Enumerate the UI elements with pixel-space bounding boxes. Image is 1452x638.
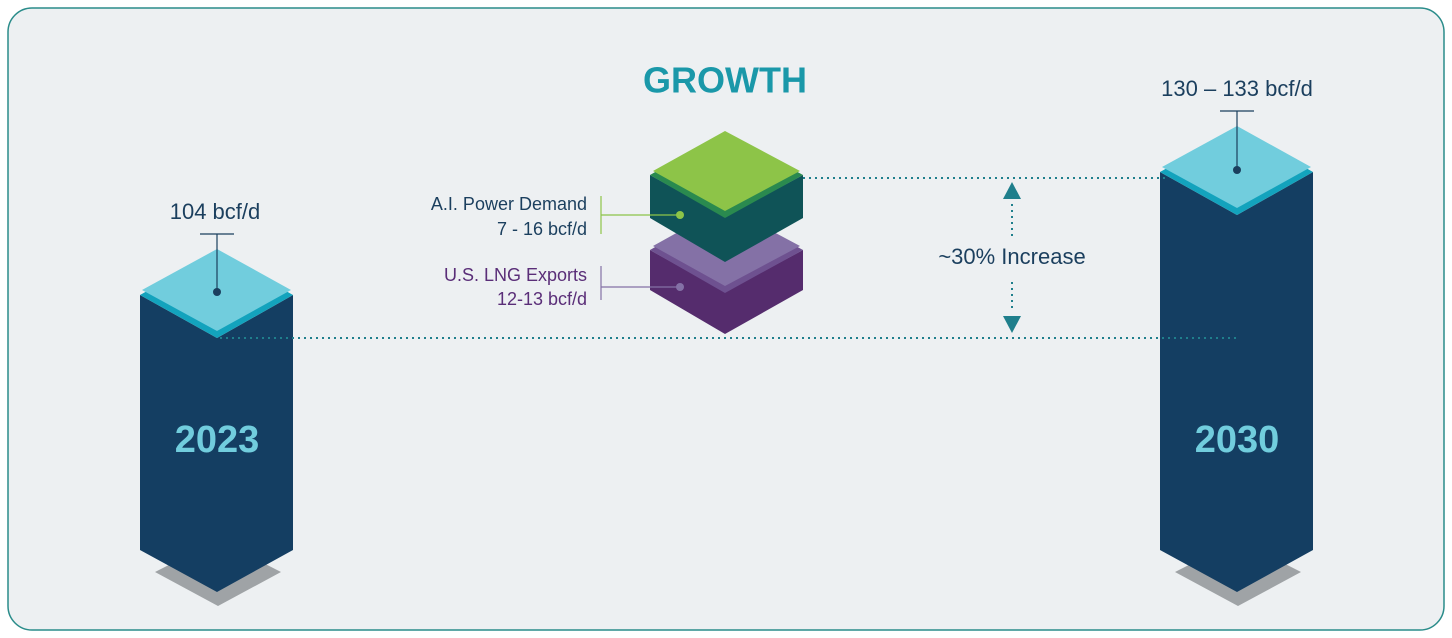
block-name: A.I. Power Demand xyxy=(431,194,587,214)
title: GROWTH xyxy=(643,60,807,101)
dot xyxy=(1233,166,1241,174)
block-value: 12-13 bcf/d xyxy=(497,289,587,309)
page: {"title": "GROWTH", "pillars": [ {"year"… xyxy=(0,0,1452,638)
pillar-year: 2023 xyxy=(175,419,260,461)
dot xyxy=(676,211,684,219)
dot xyxy=(213,288,221,296)
pillar-value: 130 – 133 bcf/d xyxy=(1161,76,1313,101)
pillar-body xyxy=(1160,172,1313,592)
dot xyxy=(676,283,684,291)
pillar-value: 104 bcf/d xyxy=(170,199,261,224)
increase-label: ~30% Increase xyxy=(938,244,1085,269)
infographic: GROWTH 104 bcf/d 2023 130 – 133 bcf/d 20… xyxy=(0,0,1452,638)
pillar-year: 2030 xyxy=(1195,419,1280,461)
block-value: 7 - 16 bcf/d xyxy=(497,219,587,239)
block-name: U.S. LNG Exports xyxy=(444,265,587,285)
